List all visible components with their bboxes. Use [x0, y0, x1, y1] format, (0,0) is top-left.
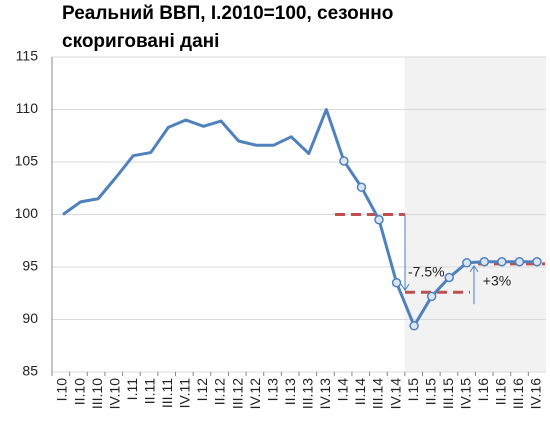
point [409, 321, 419, 331]
point [374, 215, 384, 225]
x-tick-label: IV.14 [387, 378, 403, 410]
annotation: -7.5% [408, 264, 445, 280]
x-tick-label: III.14 [370, 378, 386, 409]
point [339, 156, 349, 166]
x-tick-label: II.12 [212, 378, 228, 405]
chart-title: Реальний ВВП, I.2010=100, сезонно [62, 3, 393, 24]
y-tick-label: 95 [22, 258, 38, 274]
x-tick-label: I.12 [194, 378, 210, 402]
point [356, 182, 367, 192]
x-tick-label: I.10 [54, 378, 70, 402]
chart-title: скориговані дані [62, 31, 219, 52]
x-tick-label: III.11 [159, 378, 175, 408]
x-tick-label: II.14 [352, 378, 368, 405]
point [426, 291, 437, 302]
x-tick-label: IV.13 [317, 378, 333, 410]
point [391, 278, 402, 288]
x-tick-label: II.10 [71, 378, 87, 405]
x-tick-label: IV.15 [457, 378, 473, 410]
series-line [62, 108, 537, 328]
x-tick-label: III.15 [440, 378, 456, 409]
arrow-head [469, 264, 479, 273]
x-tick-label: I.14 [335, 378, 351, 402]
point [532, 257, 542, 267]
x-tick-label: III.13 [299, 378, 315, 409]
y-tick-label: 85 [22, 363, 38, 379]
x-tick-label: II.16 [493, 378, 509, 405]
arrow-head [400, 283, 410, 292]
x-tick-label: IV.10 [106, 378, 122, 410]
x-tick-label: IV.16 [528, 378, 544, 410]
x-tick-label: II.11 [141, 378, 157, 404]
x-tick-label: I.11 [124, 378, 140, 401]
y-tick-label: 105 [15, 153, 39, 169]
y-tick-label: 110 [16, 100, 39, 116]
x-tick-label: II.13 [282, 378, 298, 405]
x-tick-label: IV.11 [177, 378, 193, 409]
x-tick-label: III.16 [510, 378, 526, 409]
x-tick-label: III.12 [229, 378, 245, 409]
point [497, 257, 507, 267]
point [444, 272, 454, 283]
y-tick-label: 90 [22, 310, 38, 326]
point [479, 257, 490, 267]
annotation: +3% [483, 273, 511, 289]
point [514, 257, 525, 267]
point [462, 258, 472, 268]
x-tick-label: III.10 [89, 378, 105, 409]
x-tick-label: I.16 [475, 378, 491, 402]
y-tick-label: 115 [16, 48, 39, 64]
x-tick-label: IV.12 [247, 378, 263, 410]
x-tick-label: II.15 [422, 378, 438, 405]
x-tick-label: I.13 [264, 378, 280, 402]
x-tick-label: I.15 [405, 378, 421, 402]
y-tick-label: 100 [15, 205, 39, 221]
